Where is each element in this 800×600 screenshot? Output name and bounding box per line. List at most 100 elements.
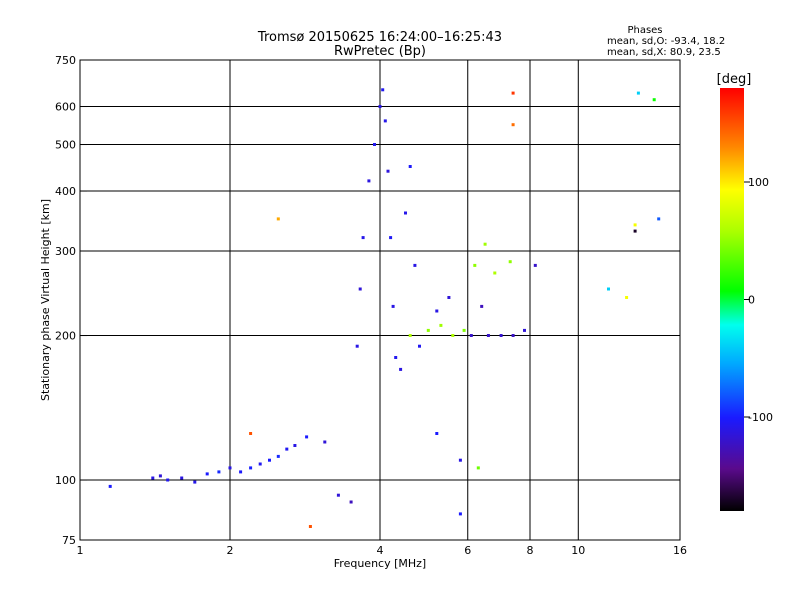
data-point [511,123,515,127]
data-point [404,211,407,215]
data-point [389,236,393,240]
y-tick-label: 75 [62,534,76,547]
data-point [480,304,484,308]
data-point [217,470,221,474]
chart-subtitle: RwPretec (Bp) [334,44,426,59]
data-point [652,98,656,102]
data-point [355,344,359,348]
data-point [508,260,512,264]
data-point [373,143,376,146]
y-tick-label: 200 [55,330,76,343]
data-point [607,287,610,291]
data-point [511,91,515,95]
data-point [268,458,271,462]
data-point [523,328,526,332]
x-tick-label: 4 [377,544,384,557]
y-tick-label: 100 [55,474,76,487]
data-point [476,466,480,470]
data-point [408,334,412,337]
y-tick-label: 750 [55,54,76,67]
data-point [435,432,439,435]
data-point [158,474,162,478]
data-point [308,525,312,528]
data-point [367,179,371,183]
data-point [458,458,462,462]
data-point [293,444,297,447]
data-point [394,356,398,359]
data-point [439,323,443,327]
data-point [657,217,661,221]
data-point [349,500,353,504]
data-point [228,466,232,470]
colorbar-tick-label: 0 [748,294,755,307]
data-point [413,263,417,267]
data-points [108,88,661,528]
data-point [166,478,170,482]
data-point [249,466,253,470]
data-point [447,296,451,299]
colorbar-tick-label: -100 [748,411,773,424]
data-point [180,476,184,480]
data-point [533,263,537,267]
y-axis-label: Stationary phase Virtual Height [km] [39,199,52,401]
data-point [108,484,112,488]
data-point [276,454,280,458]
data-point [239,470,243,474]
data-point [323,440,327,444]
colorbar-ticks: 100 0 -100 [744,176,773,424]
data-point [426,328,430,332]
data-point [408,165,412,168]
y-tick-label: 400 [55,185,76,198]
data-point [399,367,403,371]
colorbar-label: [deg] [717,72,752,87]
data-point [249,432,253,435]
data-point [258,462,262,466]
data-point [493,271,497,275]
y-tick-label: 500 [55,139,76,152]
data-point [285,447,289,451]
data-point [418,344,421,348]
data-point [625,296,629,299]
data-point [205,472,209,476]
data-point [336,493,340,497]
y-tick-label: 600 [55,101,76,114]
data-point [391,304,395,308]
y-axis-ticks: 75 100 200 300 400 500 600 750 [55,54,87,547]
x-axis-label: Frequency [MHz] [334,557,426,570]
data-point [151,476,155,480]
data-point [383,119,387,123]
x-tick-label: 6 [464,544,471,557]
data-point [193,480,197,484]
data-point [386,169,390,173]
x-tick-label: 8 [527,544,534,557]
x-tick-label: 2 [227,544,234,557]
plot-frame [79,59,681,541]
chart-title: Tromsø 20150625 16:24:00–16:25:43 [257,30,502,45]
data-point [462,328,466,332]
data-point [361,236,365,240]
stats-line-x: mean, sd,X: 80.9, 23.5 [607,47,721,58]
x-tick-label: 16 [673,544,687,557]
x-tick-label: 10 [571,544,585,557]
colorbar [720,88,744,511]
data-point [276,217,280,221]
data-point [636,91,640,95]
y-tick-label: 300 [55,245,76,258]
data-point [451,334,455,337]
data-point [483,242,487,246]
data-point [435,309,439,313]
data-point [473,263,477,267]
data-point [469,334,473,337]
data-point [305,435,309,439]
data-point [499,334,503,337]
data-point [633,223,637,227]
data-point [381,88,385,92]
x-tick-label: 1 [77,544,84,557]
data-point [511,334,515,337]
stats-title: Phases [627,25,662,36]
data-point [486,334,490,337]
stats-line-o: mean, sd,O: -93.4, 18.2 [607,36,725,47]
colorbar-tick-label: 100 [748,176,769,189]
data-point [378,105,382,108]
